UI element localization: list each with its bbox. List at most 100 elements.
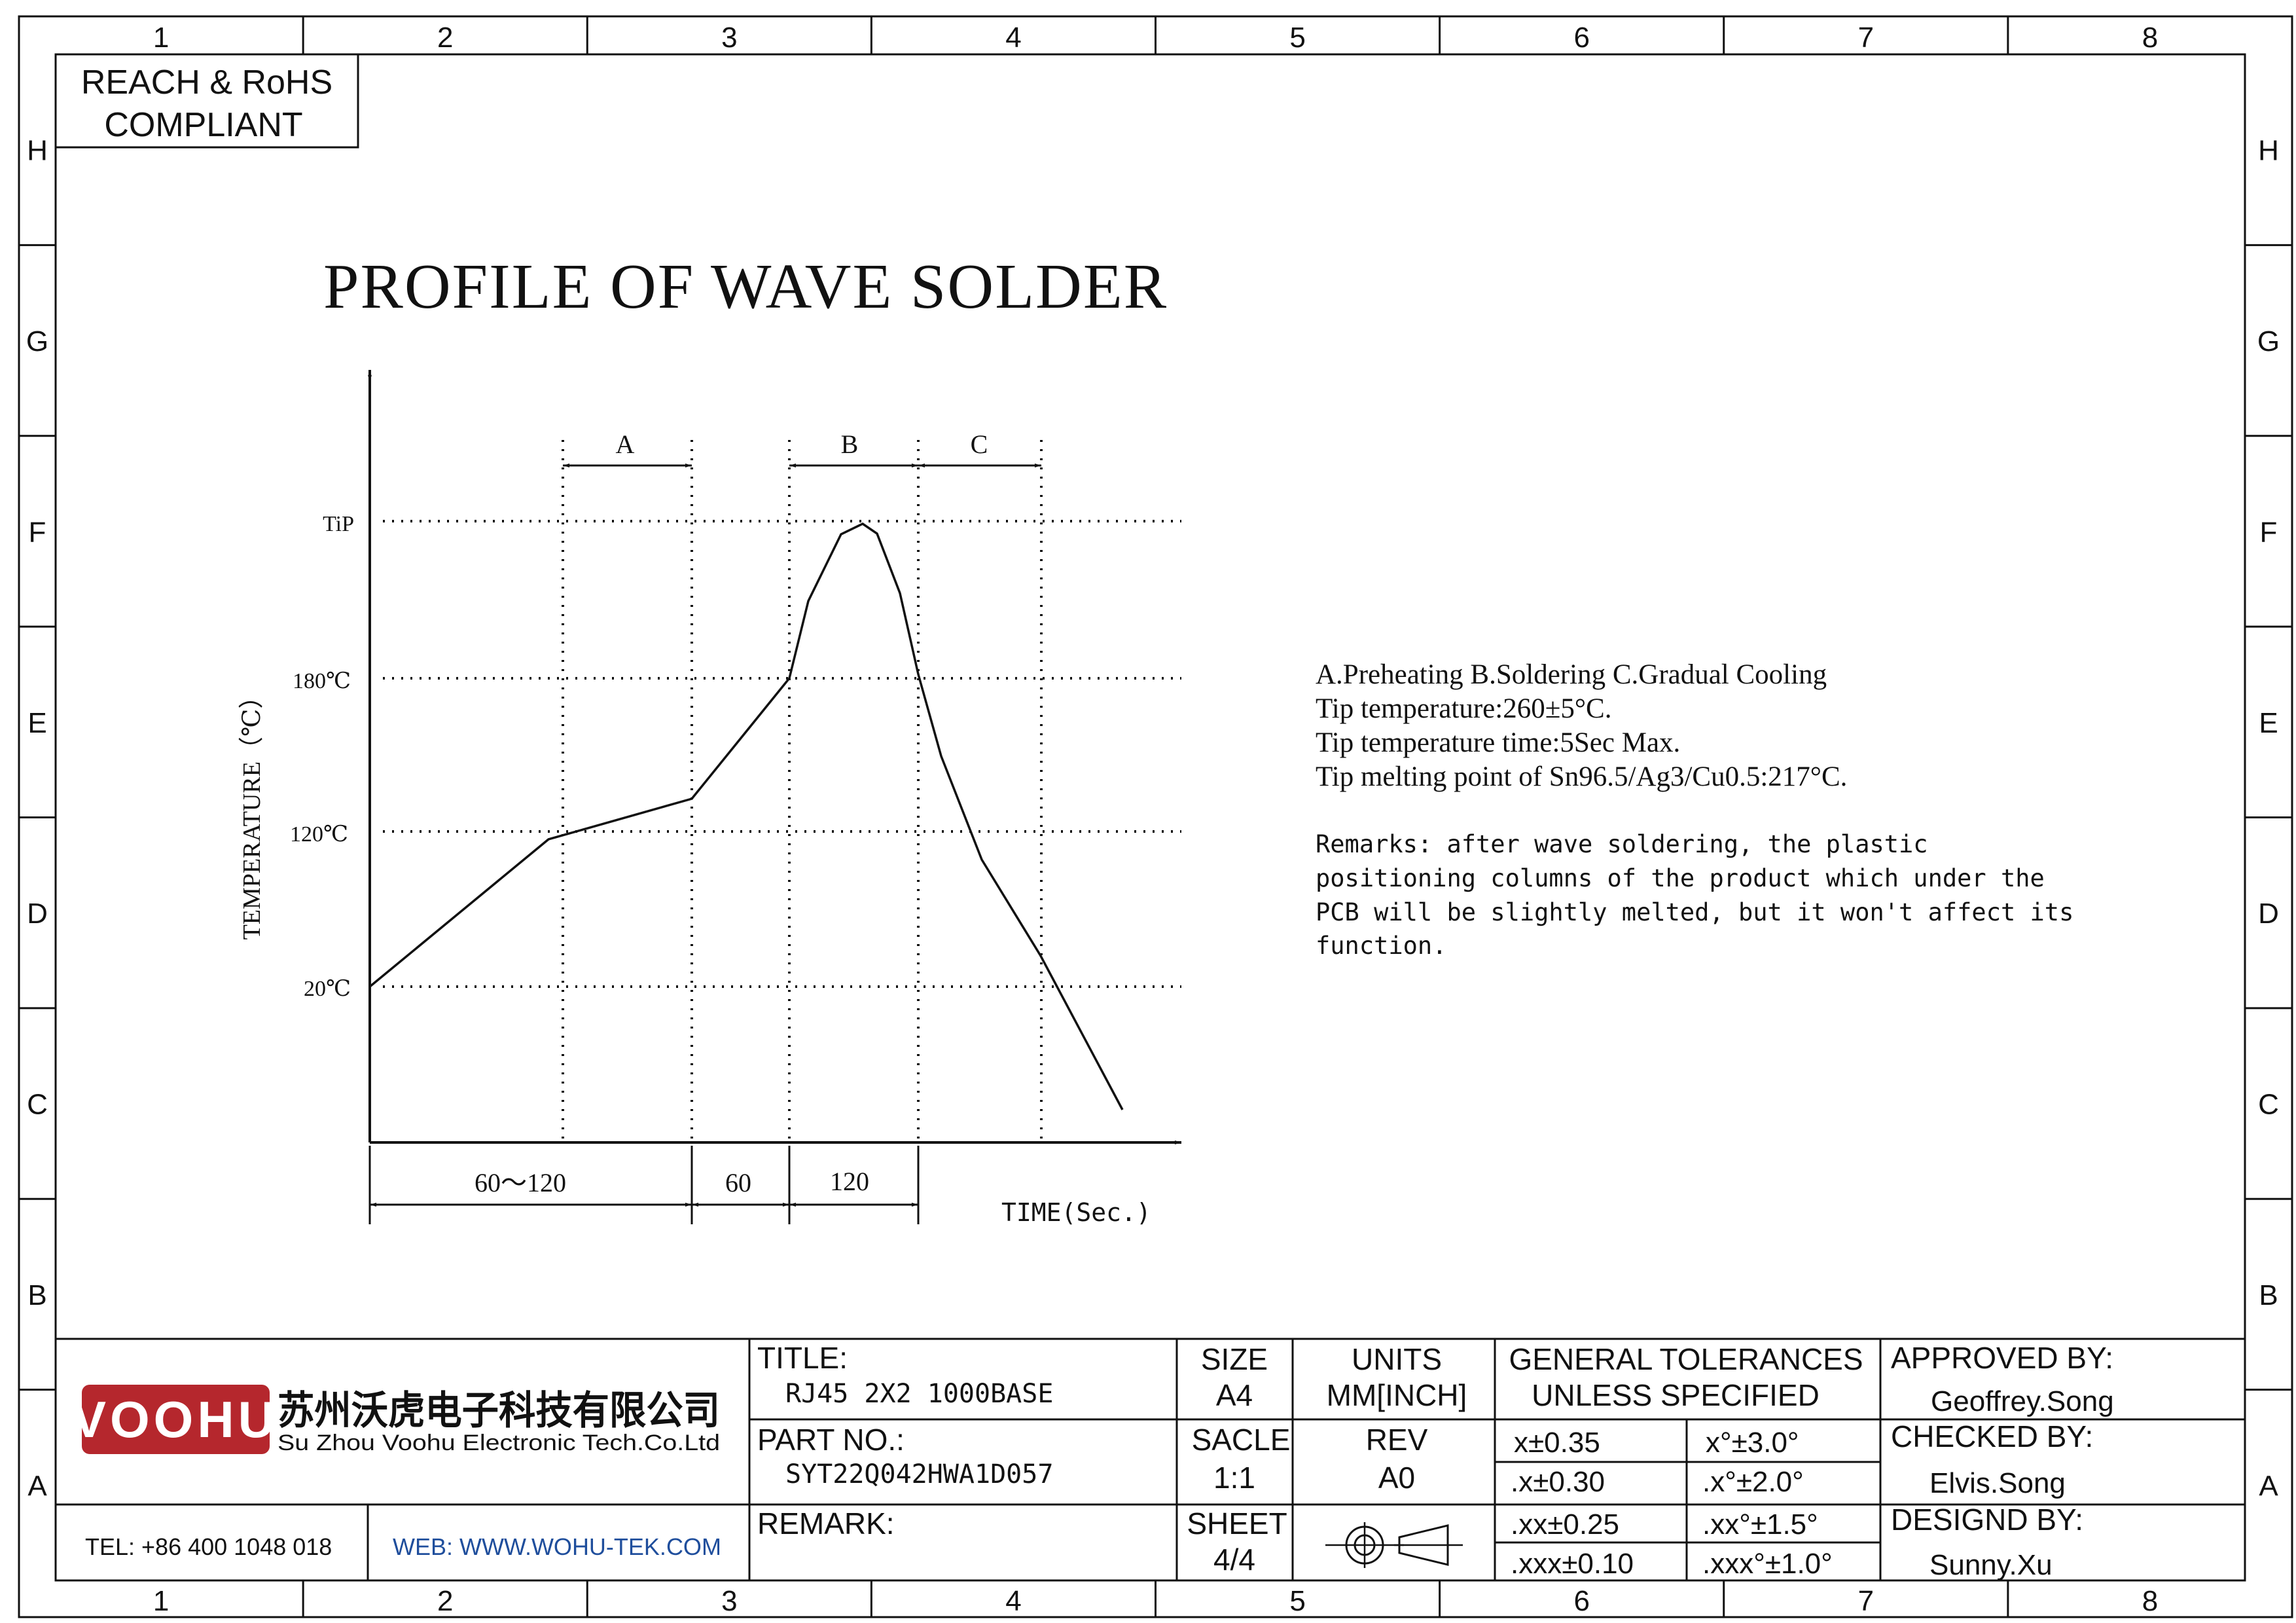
company-logo: VOOHU bbox=[72, 1385, 279, 1454]
row-label-right: E bbox=[2259, 707, 2278, 739]
column-label-top: 3 bbox=[721, 22, 737, 54]
tolerance-linear-4: .xxx±0.10 bbox=[1511, 1548, 1634, 1580]
row-label-right: G bbox=[2257, 325, 2280, 357]
row-label-right: B bbox=[2259, 1279, 2278, 1311]
tolerance-header-1: GENERAL TOLERANCES bbox=[1509, 1342, 1863, 1376]
zone-label-c: C bbox=[971, 429, 988, 459]
row-label-left: C bbox=[27, 1089, 48, 1121]
designed-value: Sunny.Xu bbox=[1929, 1549, 2053, 1581]
checked-label: CHECKED BY: bbox=[1891, 1419, 2093, 1453]
temperature-profile-curve bbox=[368, 522, 1124, 1110]
remark-line-4: function. bbox=[1316, 932, 1446, 960]
tolerance-angular-4: .xxx°±1.0° bbox=[1702, 1548, 1833, 1580]
company-tel: TEL: +86 400 1048 018 bbox=[85, 1533, 332, 1560]
zone-ticks bbox=[19, 16, 2292, 1617]
tolerance-angular-2: .x°±2.0° bbox=[1702, 1466, 1804, 1498]
note-line-4: Tip melting point of Sn96.5/Ag3/Cu0.5:21… bbox=[1316, 761, 1847, 792]
compliance-line1: REACH & RoHS bbox=[81, 64, 332, 101]
y-tick-120: 120℃ bbox=[290, 822, 348, 847]
approved-label: APPROVED BY: bbox=[1891, 1341, 2113, 1375]
row-label-left: G bbox=[26, 325, 48, 357]
zone-label-b: B bbox=[841, 429, 859, 459]
scale-value: 1:1 bbox=[1213, 1461, 1255, 1495]
size-label: SIZE bbox=[1201, 1342, 1268, 1376]
sheet-value: 4/4 bbox=[1213, 1542, 1255, 1577]
row-label-left: A bbox=[27, 1470, 47, 1502]
duration-label-3: 120 bbox=[830, 1167, 869, 1196]
units-value: MM[INCH] bbox=[1327, 1378, 1467, 1412]
sheet-label: SHEET bbox=[1187, 1506, 1287, 1541]
note-line-3: Tip temperature time:5Sec Max. bbox=[1316, 727, 1680, 758]
column-label-bottom: 5 bbox=[1289, 1585, 1305, 1617]
wave-solder-profile-chart: A B C TiP 180℃ 120℃ 20℃ TEMPERATURE（℃） T… bbox=[238, 370, 1181, 1227]
tolerance-header-2: UNLESS SPECIFIED bbox=[1532, 1378, 1820, 1412]
title-label: TITLE: bbox=[757, 1341, 848, 1375]
column-label-bottom: 2 bbox=[437, 1585, 453, 1617]
title-block: VOOHU 苏州沃虎电子科技有限公司 Su Zhou Voohu Electro… bbox=[56, 1338, 2245, 1581]
tolerance-linear-2: .x±0.30 bbox=[1511, 1466, 1605, 1498]
row-label-left: F bbox=[29, 516, 46, 548]
column-label-top: 5 bbox=[1289, 22, 1305, 54]
designed-label: DESIGND BY: bbox=[1891, 1503, 2083, 1537]
company-name-cn: 苏州沃虎电子科技有限公司 bbox=[278, 1389, 720, 1432]
company-web: WEB: WWW.WOHU-TEK.COM bbox=[393, 1533, 721, 1560]
tolerance-angular-1: x°±3.0° bbox=[1706, 1427, 1799, 1459]
row-label-left: D bbox=[27, 898, 48, 930]
note-line-1: A.Preheating B.Soldering C.Gradual Cooli… bbox=[1316, 659, 1827, 690]
compliance-line2: COMPLIANT bbox=[104, 106, 302, 144]
y-tick-tip: TiP bbox=[323, 512, 354, 536]
logo-text: VOOHU bbox=[72, 1391, 279, 1448]
units-label: UNITS bbox=[1352, 1342, 1442, 1376]
rev-value: A0 bbox=[1378, 1461, 1415, 1495]
note-line-2: Tip temperature:260±5°C. bbox=[1316, 693, 1611, 724]
row-label-right: H bbox=[2258, 135, 2279, 167]
scale-label: SACLE bbox=[1192, 1423, 1291, 1457]
column-label-top: 6 bbox=[1573, 22, 1589, 54]
rev-label: REV bbox=[1366, 1423, 1428, 1457]
size-value: A4 bbox=[1216, 1378, 1253, 1412]
column-label-bottom: 6 bbox=[1573, 1585, 1589, 1617]
approved-value: Geoffrey.Song bbox=[1931, 1385, 2114, 1417]
column-label-top: 7 bbox=[1858, 22, 1874, 54]
tolerance-linear-1: x±0.35 bbox=[1514, 1427, 1600, 1459]
column-label-bottom: 4 bbox=[1005, 1585, 1021, 1617]
y-tick-20: 20℃ bbox=[304, 977, 351, 1001]
duration-label-2: 60 bbox=[725, 1168, 751, 1197]
y-tick-180: 180℃ bbox=[293, 669, 351, 693]
tolerance-linear-3: .xx±0.25 bbox=[1511, 1508, 1619, 1541]
projection-symbol-icon bbox=[1325, 1522, 1463, 1568]
column-label-bottom: 3 bbox=[721, 1585, 737, 1617]
part-no-value: SYT22Q042HWA1D057 bbox=[785, 1459, 1053, 1489]
column-label-top: 4 bbox=[1005, 22, 1021, 54]
column-label-top: 2 bbox=[437, 22, 453, 54]
title-value: RJ45 2X2 1000BASE bbox=[785, 1379, 1053, 1409]
remark-line-3: PCB will be slightly melted, but it won'… bbox=[1316, 898, 2073, 926]
checked-value: Elvis.Song bbox=[1929, 1467, 2066, 1499]
x-axis-label: TIME(Sec.) bbox=[1001, 1198, 1151, 1227]
drawing-title: PROFILE OF WAVE SOLDER bbox=[323, 251, 1168, 322]
column-label-bottom: 8 bbox=[2142, 1585, 2158, 1617]
remark-line-2: positioning columns of the product which… bbox=[1316, 864, 2045, 892]
row-label-right: D bbox=[2258, 898, 2279, 930]
column-label-bottom: 7 bbox=[1858, 1585, 1874, 1617]
row-label-left: E bbox=[27, 707, 46, 739]
column-label-top: 1 bbox=[153, 22, 169, 54]
duration-label-1: 60～120 bbox=[475, 1168, 566, 1197]
tolerance-angular-3: .xx°±1.5° bbox=[1702, 1508, 1818, 1541]
zone-label-a: A bbox=[616, 429, 635, 459]
company-name-en: Su Zhou Voohu Electronic Tech.Co.Ltd bbox=[278, 1431, 720, 1455]
remark-label: REMARK: bbox=[757, 1506, 895, 1541]
compliance-box: REACH & RoHS COMPLIANT bbox=[54, 53, 359, 149]
row-label-left: H bbox=[27, 135, 48, 167]
zone-labels: 1 1 2 2 3 3 4 4 5 5 6 6 7 7 8 8 H H G G F F E E D D C C B B A A bbox=[26, 22, 2280, 1617]
remarks-notes: Remarks: after wave soldering, the plast… bbox=[1316, 830, 2073, 960]
row-label-right: C bbox=[2258, 1089, 2279, 1121]
process-notes: A.Preheating B.Soldering C.Gradual Cooli… bbox=[1316, 659, 1847, 792]
row-label-right: A bbox=[2259, 1470, 2278, 1502]
row-label-right: F bbox=[2260, 516, 2278, 548]
y-axis-label: TEMPERATURE（℃） bbox=[238, 684, 266, 940]
remark-line-1: Remarks: after wave soldering, the plast… bbox=[1316, 830, 1928, 858]
column-label-bottom: 1 bbox=[153, 1585, 169, 1617]
row-label-left: B bbox=[27, 1279, 46, 1311]
